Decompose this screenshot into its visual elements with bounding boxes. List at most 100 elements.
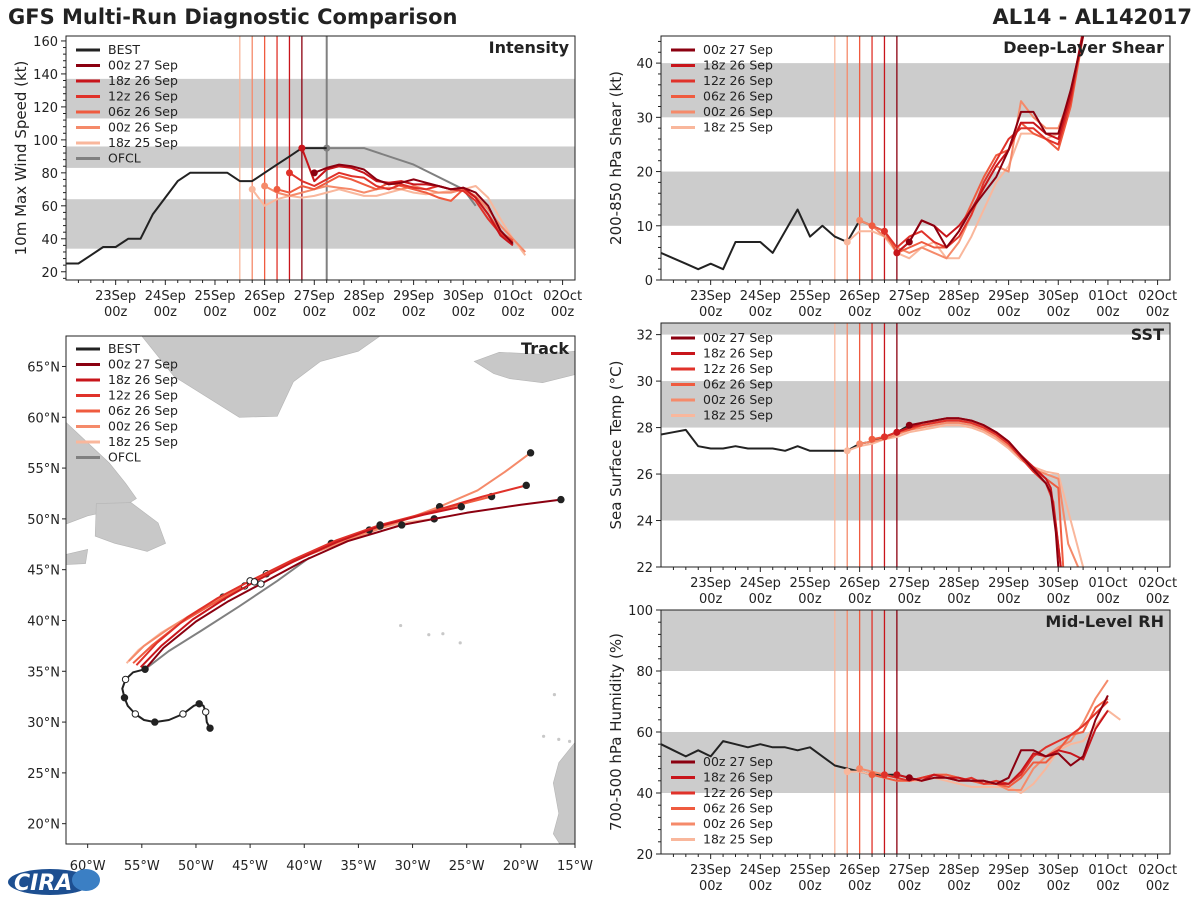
island-landmass: [567, 739, 572, 743]
best-track-marker: [120, 693, 129, 702]
init-marker: [843, 238, 851, 246]
x-tick-label-date: 23Sep: [95, 289, 136, 304]
legend-label: 18z 25 Sep: [703, 832, 773, 847]
x-tick-label-hour: 00z: [798, 879, 822, 894]
track-day-marker: [457, 502, 465, 511]
y-tick-label: 40: [636, 57, 653, 72]
y-tick-label: 28: [636, 422, 653, 437]
island-landmass: [399, 623, 403, 628]
init-marker: [856, 765, 864, 773]
shaded-band: [661, 171, 1170, 226]
x-tick-label-hour: 00z: [253, 305, 277, 320]
newfoundland-landmass: [94, 502, 166, 552]
lat-tick-label: 50°N: [27, 513, 60, 528]
lon-tick-label: 20°W: [503, 859, 539, 874]
lat-tick-label: 35°N: [27, 665, 60, 680]
init-marker: [880, 433, 888, 441]
best-track-marker: [121, 675, 130, 684]
lat-tick-label: 40°N: [27, 614, 60, 629]
x-tick-label-date: 30Sep: [443, 289, 484, 304]
y-tick-label: 80: [41, 167, 58, 182]
series-line-best: [66, 147, 327, 265]
x-tick-label-date: 25Sep: [789, 289, 830, 304]
x-tick-label-date: 01Oct: [1088, 289, 1127, 304]
x-tick-label-date: 01Oct: [1088, 863, 1127, 878]
y-axis-label: 200-850 hPa Shear (kt): [607, 71, 625, 245]
init-marker: [273, 185, 281, 193]
init-marker: [323, 144, 331, 152]
y-tick-label: 80: [636, 665, 653, 680]
lat-tick-label: 30°N: [27, 716, 60, 731]
lon-tick-label: 40°W: [286, 859, 322, 874]
x-tick-label-date: 02Oct: [1138, 576, 1177, 591]
track-day-marker: [398, 521, 406, 529]
lat-tick-label: 25°N: [27, 767, 60, 782]
plot-area: [661, 36, 1170, 280]
x-tick-label-hour: 00z: [699, 305, 723, 320]
y-tick-label: 0: [645, 274, 653, 289]
legend-label: 18z 26 Sep: [703, 58, 773, 73]
track-day-marker: [526, 449, 535, 457]
x-tick-label-date: 23Sep: [690, 289, 731, 304]
series-line-00z-27-sep: [908, 36, 1085, 249]
shaded-band: [661, 381, 1170, 428]
shaded-band: [661, 323, 1170, 335]
island-landmass: [557, 737, 561, 741]
track-line-12z-26-sep: [135, 484, 527, 666]
panel-title: Track: [521, 339, 569, 358]
init-marker: [905, 238, 913, 246]
track-day-marker: [257, 580, 265, 588]
y-tick-label: 26: [636, 468, 653, 483]
y-axis-label: 10m Max Wind Speed (kt): [12, 61, 30, 256]
best-track-marker: [195, 700, 203, 708]
legend-label: 18z 26 Sep: [108, 73, 178, 88]
x-tick-label-date: 24Sep: [740, 863, 781, 878]
x-tick-label-hour: 00z: [402, 305, 426, 320]
panel-title: Intensity: [489, 38, 570, 57]
lat-tick-label: 45°N: [27, 564, 60, 579]
x-tick-label-date: 26Sep: [839, 576, 880, 591]
init-marker: [856, 440, 864, 448]
iceland-landmass: [473, 350, 575, 384]
shaded-band: [661, 474, 1170, 521]
y-tick-label: 60: [41, 200, 58, 215]
init-marker: [843, 447, 851, 455]
init-marker: [310, 169, 318, 177]
shaded-band: [661, 610, 1170, 671]
y-tick-label: 20: [41, 266, 58, 281]
x-tick-label-hour: 00z: [997, 879, 1021, 894]
legend-label: 12z 26 Sep: [703, 73, 773, 88]
x-tick-label-date: 26Sep: [244, 289, 285, 304]
legend-label: 00z 26 Sep: [108, 120, 178, 135]
init-marker: [261, 182, 269, 190]
legend-label: 18z 25 Sep: [703, 120, 773, 135]
x-tick-label-date: 24Sep: [740, 576, 781, 591]
island-landmass: [458, 641, 462, 645]
y-tick-label: 10: [636, 220, 653, 235]
x-tick-label-date: 01Oct: [1088, 576, 1127, 591]
series-line-18z-26-sep: [300, 147, 514, 247]
y-tick-label: 120: [33, 101, 58, 116]
track-line-00z-27-sep: [144, 498, 562, 670]
legend-label: 06z 26 Sep: [108, 403, 178, 418]
series-line-00z-27-sep: [909, 417, 1060, 567]
x-tick-label-hour: 00z: [1047, 592, 1071, 607]
x-tick-label-date: 02Oct: [1138, 863, 1177, 878]
x-tick-label-date: 27Sep: [889, 863, 930, 878]
lon-tick-label: 45°W: [232, 859, 268, 874]
x-tick-label-date: 30Sep: [1038, 576, 1079, 591]
track-day-marker: [522, 481, 530, 490]
logo-text: CIRA: [14, 871, 72, 896]
legend-label: 00z 26 Sep: [703, 816, 773, 831]
figure-title: GFS Multi-Run Diagnostic Comparison: [8, 5, 457, 29]
legend-label: 06z 26 Sep: [108, 104, 178, 119]
x-tick-label-hour: 00z: [104, 305, 128, 320]
legend-label: OFCL: [108, 151, 141, 166]
lat-tick-label: 55°N: [27, 462, 60, 477]
init-marker: [285, 169, 293, 177]
x-tick-label-hour: 00z: [1096, 879, 1120, 894]
x-tick-label-hour: 00z: [947, 879, 971, 894]
x-tick-label-date: 28Sep: [343, 289, 384, 304]
init-marker: [880, 771, 888, 779]
x-tick-label-hour: 00z: [1096, 592, 1120, 607]
